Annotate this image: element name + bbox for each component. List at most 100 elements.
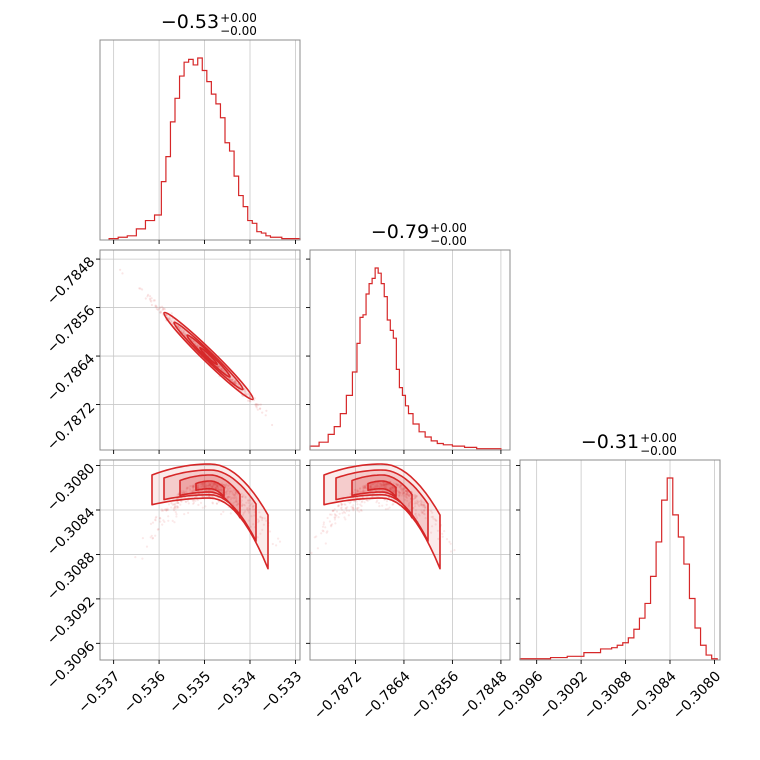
scatter-point xyxy=(197,503,200,506)
scatter-point xyxy=(226,497,229,500)
contour-2-1-1 xyxy=(335,469,429,542)
scatter-point xyxy=(163,308,166,311)
scatter-point xyxy=(402,487,406,490)
scatter-point xyxy=(199,482,202,486)
scatter-point xyxy=(360,509,363,512)
scatter-point xyxy=(208,481,211,484)
scatter-point xyxy=(382,483,385,487)
scatter-point xyxy=(233,496,236,499)
scatter-point xyxy=(177,501,180,505)
scatter-point xyxy=(243,388,246,391)
scatter-point xyxy=(337,505,340,508)
scatter-point xyxy=(212,482,215,485)
scatter-point xyxy=(259,532,262,535)
scatter-point xyxy=(265,409,268,412)
scatter-point xyxy=(420,500,424,503)
scatter-point xyxy=(365,487,368,490)
scatter-point xyxy=(414,513,417,516)
scatter-point xyxy=(171,519,174,523)
x-tick-label: −0.3084 xyxy=(626,668,680,722)
scatter-point xyxy=(185,486,189,489)
scatter-point xyxy=(192,501,195,504)
scatter-point xyxy=(208,482,211,485)
contour-1-0-2 xyxy=(186,334,231,378)
scatter-point xyxy=(422,512,426,515)
scatter-point xyxy=(208,489,211,492)
scatter-point xyxy=(431,515,435,518)
scatter-point xyxy=(405,493,408,496)
scatter-point xyxy=(192,499,195,502)
scatter-point xyxy=(189,487,192,490)
scatter-point xyxy=(407,493,410,496)
scatter-point xyxy=(220,488,223,491)
scatter-point xyxy=(271,542,274,546)
scatter-point xyxy=(322,530,325,533)
scatter-point xyxy=(215,483,218,486)
scatter-point xyxy=(376,484,379,487)
scatter-point xyxy=(176,505,179,508)
scatter-point xyxy=(392,502,395,505)
scatter-point xyxy=(170,319,173,322)
scatter-point xyxy=(244,495,247,498)
scatter-point xyxy=(176,325,180,328)
scatter-point xyxy=(164,313,167,316)
scatter-point xyxy=(201,495,204,498)
scatter-point xyxy=(264,414,267,417)
scatter-point xyxy=(212,482,215,485)
histogram-0 xyxy=(108,57,301,240)
scatter-point xyxy=(396,483,399,486)
scatter-point xyxy=(441,535,444,538)
scatter-point xyxy=(374,489,377,492)
scatter-point xyxy=(165,313,168,316)
scatter-point xyxy=(165,509,168,512)
scatter-point xyxy=(227,495,230,498)
scatter-point xyxy=(162,519,165,522)
scatter-point xyxy=(155,515,158,518)
scatter-point xyxy=(233,380,236,383)
scatter-point xyxy=(191,486,194,489)
scatter-point xyxy=(188,485,192,488)
scatter-point xyxy=(406,493,409,496)
y-tick-label: −0.3088 xyxy=(44,549,98,603)
scatter-point xyxy=(210,481,213,484)
scatter-point xyxy=(350,505,353,508)
scatter-point xyxy=(401,490,404,493)
scatter-point xyxy=(384,483,388,486)
scatter-point xyxy=(145,545,149,548)
scatter-point xyxy=(247,499,250,502)
scatter-point xyxy=(225,496,228,499)
scatter-point xyxy=(344,518,347,521)
scatter-point xyxy=(260,516,264,519)
scatter-point xyxy=(173,504,176,507)
scatter-point xyxy=(364,485,367,488)
scatter-point xyxy=(382,483,385,486)
scatter-point xyxy=(275,544,278,547)
scatter-point xyxy=(415,495,418,498)
scatter-point xyxy=(249,503,252,506)
scatter-point xyxy=(401,492,405,495)
scatter-point xyxy=(415,515,418,518)
scatter-point xyxy=(431,525,434,528)
scatter-point xyxy=(209,482,212,485)
scatter-point xyxy=(401,492,404,495)
scatter-point xyxy=(234,380,237,383)
scatter-point xyxy=(406,491,409,494)
scatter-point xyxy=(166,507,169,510)
histogram-1 xyxy=(309,267,502,450)
scatter-point xyxy=(227,496,230,499)
scatter-point xyxy=(182,491,185,494)
scatter-point xyxy=(334,516,337,519)
scatter-point xyxy=(310,551,313,555)
scatter-point xyxy=(155,305,158,308)
scatter-point xyxy=(407,494,410,498)
panel-0-0 xyxy=(99,39,301,241)
scatter-point xyxy=(338,512,341,515)
scatter-point xyxy=(358,510,361,513)
scatter-point xyxy=(196,484,199,487)
scatter-point xyxy=(261,528,264,532)
scatter-point xyxy=(380,483,383,486)
scatter-point xyxy=(435,519,438,522)
scatter-point xyxy=(187,511,190,514)
scatter-point xyxy=(256,536,259,539)
scatter-point xyxy=(162,307,165,310)
